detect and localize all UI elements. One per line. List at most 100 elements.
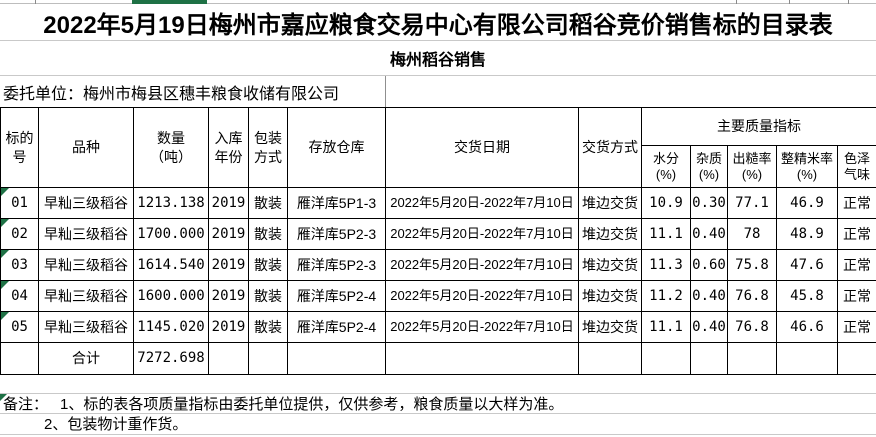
cell-moisture[interactable]: 11.3 <box>641 249 691 281</box>
cell-head-rice-rate[interactable]: 48.9 <box>776 218 838 250</box>
cell-color-odor[interactable]: 正常 <box>837 187 876 219</box>
cell-impurity[interactable]: 0.30 <box>690 187 728 219</box>
cell-brown-rice-rate[interactable]: 77.1 <box>727 187 777 219</box>
cell-delivery-method[interactable]: 堆边交货 <box>578 311 642 343</box>
cell-variety[interactable]: 早籼三级稻谷 <box>38 187 134 219</box>
cell-lot-no[interactable]: 03 <box>0 249 39 281</box>
cell-delivery-date[interactable]: 2022年5月20日-2022年7月10日 <box>385 249 579 281</box>
col-header-warehouse[interactable]: 存放仓库 <box>287 107 386 188</box>
cell-moisture[interactable]: 10.9 <box>641 187 691 219</box>
cell-variety[interactable]: 早籼三级稻谷 <box>38 218 134 250</box>
cell-packing[interactable]: 散装 <box>248 311 288 343</box>
entrust-cell[interactable]: 委托单位：梅州市梅县区穗丰粮食收储有限公司 <box>0 76 876 107</box>
col-header-delivery-method[interactable]: 交货方式 <box>578 107 642 188</box>
col-header-impurity[interactable]: 杂质 (%) <box>690 145 728 188</box>
cell-empty[interactable] <box>578 342 642 375</box>
cell-empty[interactable] <box>837 342 876 375</box>
cell-empty[interactable] <box>385 342 579 375</box>
cell-quantity[interactable]: 1700.000 <box>133 218 209 250</box>
cell-delivery-method[interactable]: 堆边交货 <box>578 218 642 250</box>
cell-impurity[interactable]: 0.40 <box>690 311 728 343</box>
cell-empty[interactable] <box>287 342 386 375</box>
cell-lot-no[interactable]: 04 <box>0 280 39 312</box>
cell-delivery-method[interactable]: 堆边交货 <box>578 280 642 312</box>
cell-packing[interactable]: 散装 <box>248 249 288 281</box>
cell-packing[interactable]: 散装 <box>248 218 288 250</box>
cell-quantity[interactable]: 1213.138 <box>133 187 209 219</box>
cell-head-rice-rate[interactable]: 47.6 <box>776 249 838 281</box>
cell-moisture[interactable]: 11.2 <box>641 280 691 312</box>
cell-impurity[interactable]: 0.40 <box>690 218 728 250</box>
cell-color-odor[interactable]: 正常 <box>837 311 876 343</box>
cell-impurity[interactable]: 0.60 <box>690 249 728 281</box>
cell-empty[interactable] <box>690 342 728 375</box>
cell-quantity[interactable]: 1614.540 <box>133 249 209 281</box>
col-header-brown-rice-rate[interactable]: 出糙率 (%) <box>727 145 777 188</box>
cell-empty[interactable] <box>208 342 249 375</box>
cell-variety[interactable]: 早籼三级稻谷 <box>38 311 134 343</box>
cell-brown-rice-rate[interactable]: 76.8 <box>727 280 777 312</box>
cell-lot-no[interactable]: 02 <box>0 218 39 250</box>
col-header-packing[interactable]: 包装 方式 <box>248 107 288 188</box>
cell-brown-rice-rate[interactable]: 76.8 <box>727 311 777 343</box>
cell-storage-year[interactable]: 2019 <box>208 187 249 219</box>
cell-head-rice-rate[interactable]: 46.6 <box>776 311 838 343</box>
cell-variety[interactable]: 早籼三级稻谷 <box>38 280 134 312</box>
cell-impurity[interactable]: 0.40 <box>690 280 728 312</box>
cell-warehouse[interactable]: 雁洋库5P2-3 <box>287 249 386 281</box>
cell-storage-year[interactable]: 2019 <box>208 280 249 312</box>
cell-moisture[interactable]: 11.1 <box>641 311 691 343</box>
col-header-delivery-date[interactable]: 交货日期 <box>385 107 579 188</box>
cell-delivery-date[interactable]: 2022年5月20日-2022年7月10日 <box>385 187 579 219</box>
cell-empty[interactable] <box>0 342 39 375</box>
cell-empty[interactable] <box>776 342 838 375</box>
cell-color-odor[interactable]: 正常 <box>837 218 876 250</box>
cell-warehouse[interactable]: 雁洋库5P2-3 <box>287 218 386 250</box>
cell-head-rice-rate[interactable]: 46.9 <box>776 187 838 219</box>
entrust-label: 委托单位：梅州市梅县区穗丰粮食收储有限公司 <box>3 85 340 103</box>
total-label[interactable]: 合计 <box>38 342 134 375</box>
col-header-lot-no[interactable]: 标的 号 <box>0 107 39 188</box>
col-header-color-odor[interactable]: 色泽 气味 <box>837 145 876 188</box>
cell-divider <box>385 76 386 107</box>
cell-empty[interactable] <box>727 342 777 375</box>
col-header-quality-group[interactable]: 主要质量指标 <box>641 107 876 146</box>
cell-warehouse[interactable]: 雁洋库5P2-4 <box>287 311 386 343</box>
total-quantity[interactable]: 7272.698 <box>133 342 209 375</box>
cell-storage-year[interactable]: 2019 <box>208 218 249 250</box>
col-header-variety[interactable]: 品种 <box>38 107 134 188</box>
cell-empty[interactable] <box>641 342 691 375</box>
cell-delivery-method[interactable]: 堆边交货 <box>578 249 642 281</box>
cell-delivery-date[interactable]: 2022年5月20日-2022年7月10日 <box>385 280 579 312</box>
cell-warehouse[interactable]: 雁洋库5P2-4 <box>287 280 386 312</box>
cell-color-odor[interactable]: 正常 <box>837 280 876 312</box>
cell-moisture[interactable]: 11.1 <box>641 218 691 250</box>
page-title[interactable]: 2022年5月19日梅州市嘉应粮食交易中心有限公司稻谷竞价销售标的目录表 <box>0 4 876 41</box>
col-header-quantity[interactable]: 数量 （吨） <box>133 107 209 188</box>
col-header-storage-year[interactable]: 入库 年份 <box>208 107 249 188</box>
cell-brown-rice-rate[interactable]: 75.8 <box>727 249 777 281</box>
cell-quantity[interactable]: 1600.000 <box>133 280 209 312</box>
cell-packing[interactable]: 散装 <box>248 187 288 219</box>
col-header-head-rice-rate[interactable]: 整精米率 (%) <box>776 145 838 188</box>
cell-warehouse[interactable]: 雁洋库5P1-3 <box>287 187 386 219</box>
cell-head-rice-rate[interactable]: 45.8 <box>776 280 838 312</box>
cell-lot-no[interactable]: 01 <box>0 187 39 219</box>
cell-empty[interactable] <box>248 342 288 375</box>
cell-quantity[interactable]: 1145.020 <box>133 311 209 343</box>
notes-line-2[interactable]: 2、包装物计重作货。 <box>0 414 876 433</box>
cell-delivery-date[interactable]: 2022年5月20日-2022年7月10日 <box>385 218 579 250</box>
cell-packing[interactable]: 散装 <box>248 280 288 312</box>
cell-storage-year[interactable]: 2019 <box>208 311 249 343</box>
cell-color-odor[interactable]: 正常 <box>837 249 876 281</box>
cell-storage-year[interactable]: 2019 <box>208 249 249 281</box>
cell-brown-rice-rate[interactable]: 78 <box>727 218 777 250</box>
cell-variety[interactable]: 早籼三级稻谷 <box>38 249 134 281</box>
cell-delivery-method[interactable]: 堆边交货 <box>578 187 642 219</box>
cell-lot-no[interactable]: 05 <box>0 311 39 343</box>
notes-line-1[interactable]: 备注： 1、标的表各项质量指标由委托单位提供，仅供参考，粮食质量以大样为准。 <box>0 394 876 413</box>
cell-delivery-date[interactable]: 2022年5月20日-2022年7月10日 <box>385 311 579 343</box>
gridline-tick <box>848 0 849 4</box>
col-header-moisture[interactable]: 水分 (%) <box>641 145 691 188</box>
page-subtitle[interactable]: 梅州稻谷销售 <box>0 41 876 76</box>
